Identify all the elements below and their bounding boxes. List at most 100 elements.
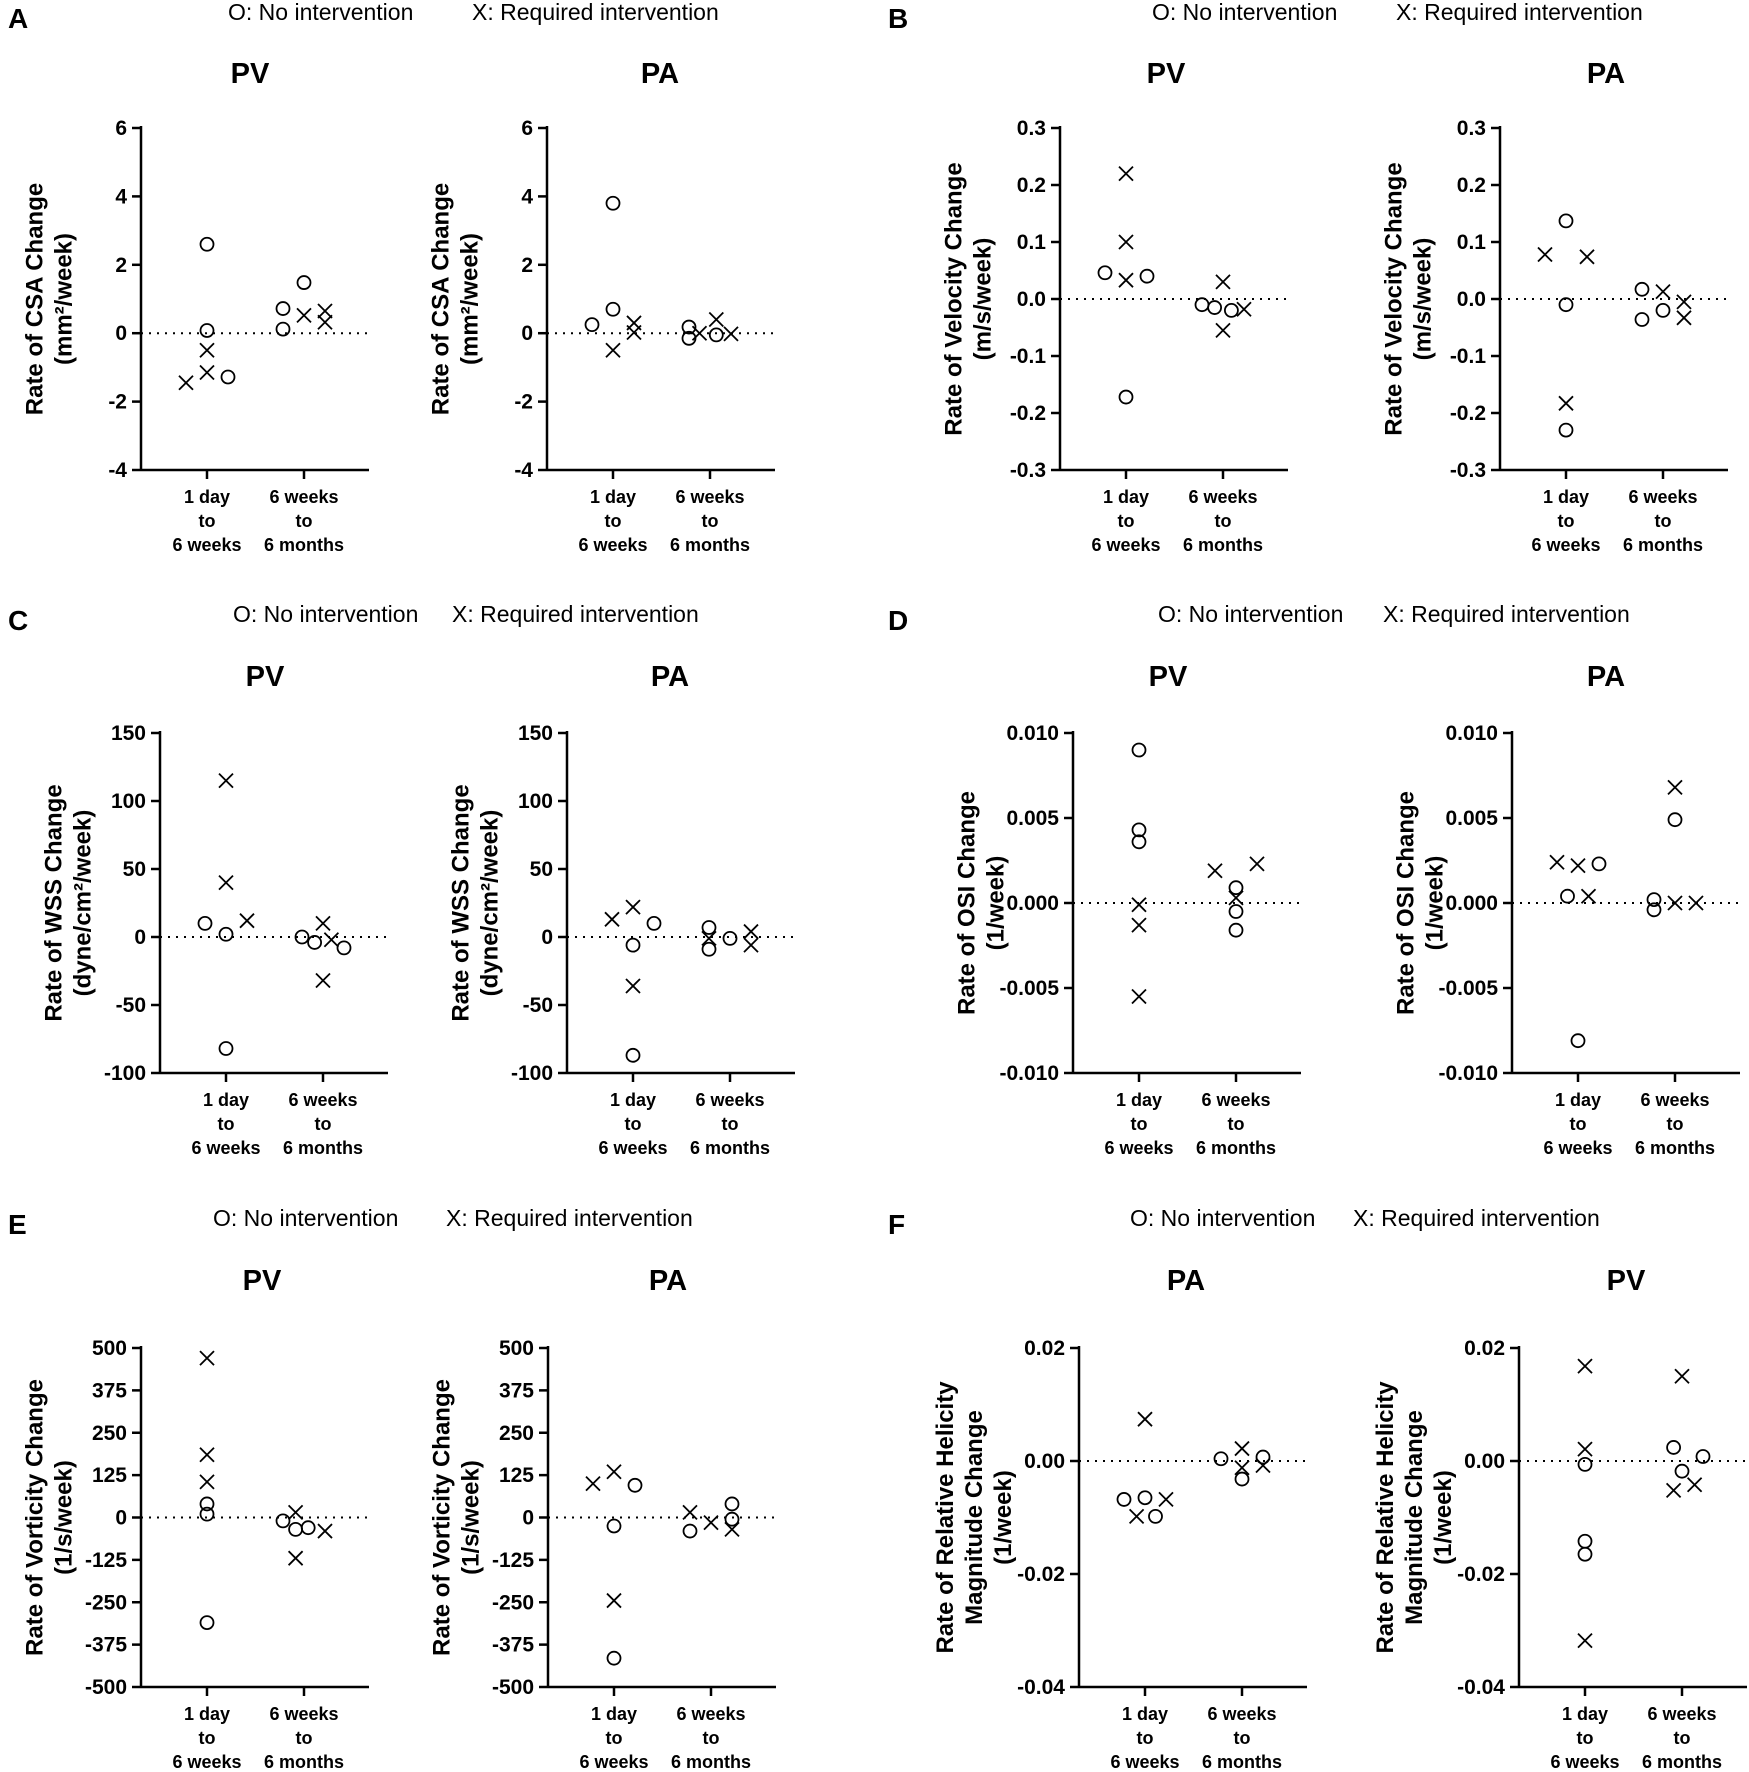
y-tick-label: 0.3 [1017, 117, 1046, 140]
y-tick-label: -4 [514, 459, 533, 482]
legend-required-intervention: X: Required intervention [452, 601, 699, 627]
x-category-label: 6 weeks [578, 535, 647, 555]
y-axis-label: Rate of OSI Change(1/week) [954, 791, 1010, 1015]
x-category-label: 6 weeks [1543, 1138, 1612, 1158]
x-category-label: 6 months [671, 1752, 751, 1772]
y-tick-label: 0.0 [1017, 288, 1046, 311]
point-required-intervention [1580, 888, 1597, 904]
point-required-intervention [1667, 779, 1683, 796]
x-category-label: 6 weeks [172, 535, 241, 555]
point-required-intervention [199, 1350, 215, 1366]
point-no-intervention [1148, 1508, 1163, 1524]
point-required-intervention [1131, 917, 1147, 933]
y-tick-label: 0.010 [1445, 722, 1498, 745]
point-required-intervention [1577, 1633, 1593, 1649]
point-no-intervention [199, 323, 215, 338]
x-category-label: 6 weeks [269, 487, 338, 507]
y-tick-label: -4 [108, 459, 127, 482]
y-tick-label: -250 [492, 1591, 534, 1614]
point-required-intervention [315, 972, 331, 989]
y-tick-label: 0.005 [1006, 807, 1059, 830]
y-tick-label: 0.1 [1017, 231, 1047, 254]
y-tick-label: 375 [499, 1379, 534, 1402]
legend-required-intervention: X: Required intervention [1383, 601, 1630, 627]
plot-pv: PV 150 100 50 0 -50 -100 1 day to 6 weeks 6 weeks t… [41, 661, 388, 1158]
point-no-intervention [199, 1615, 215, 1630]
y-tick-label: -375 [492, 1634, 534, 1657]
plot-title: PV [1149, 661, 1188, 693]
x-category-label: to [218, 1114, 235, 1134]
x-category-label: 6 weeks [1647, 1704, 1716, 1724]
point-required-intervention [1249, 856, 1265, 872]
legend-no-intervention: O: No intervention [1158, 601, 1343, 627]
plot-pa: PA 0.02 0.00 -0.02 -0.04 1 day to 6 weeks 6 week… [932, 1265, 1307, 1772]
x-category-label: 6 weeks [288, 1090, 357, 1110]
point-no-intervention [1558, 422, 1574, 438]
panel-letter: E [8, 1209, 27, 1240]
x-category-label: to [722, 1114, 739, 1134]
x-category-label: to [1131, 1114, 1148, 1134]
y-tick-label: -100 [511, 1062, 553, 1085]
panel-e: E O: No intervention X: Required intervent… [8, 1205, 776, 1772]
point-no-intervention [1118, 389, 1134, 405]
legend-no-intervention: O: No intervention [1130, 1205, 1315, 1231]
y-tick-label: 250 [499, 1422, 534, 1445]
x-category-label: 6 weeks [1201, 1090, 1270, 1110]
y-axis-label-line: Rate of Relative Helicity [1372, 1381, 1399, 1654]
point-required-intervention [1686, 1477, 1703, 1493]
y-axis-label-line: (1/week) [1430, 1470, 1457, 1565]
x-category-label: to [296, 1728, 313, 1748]
x-category-label: 1 day [1122, 1704, 1168, 1724]
point-no-intervention [199, 1496, 215, 1512]
point-required-intervention [625, 899, 641, 915]
y-tick-label: 50 [530, 858, 553, 881]
point-required-intervention [1118, 234, 1134, 250]
point-required-intervention [178, 375, 194, 391]
y-axis-label: Rate of Relative HelicityMagnitude Chang… [1372, 1381, 1457, 1654]
point-required-intervention [1234, 1460, 1250, 1476]
point-no-intervention [1234, 1471, 1250, 1487]
point-no-intervention [1577, 1546, 1593, 1562]
y-axis-label-line: (m/s/week) [970, 238, 997, 361]
point-no-intervention [294, 929, 310, 945]
y-tick-label: 0 [134, 926, 146, 949]
plot-pv: PV 0.010 0.005 0.000 -0.005 -0.010 1 day to 6 we… [954, 661, 1301, 1158]
y-axis-label-line: (mm²/week) [51, 233, 78, 365]
x-category-label: 6 months [1642, 1752, 1722, 1772]
y-axis-label-line: Magnitude Change [961, 1410, 988, 1625]
plot-title: PV [231, 58, 270, 90]
point-no-intervention [1131, 822, 1147, 838]
plot-pv: PV 0.3 0.2 0.1 0.0 -0.1 -0.2 -0.3 1 day to 6 weeks… [941, 58, 1288, 555]
point-required-intervention [287, 1550, 304, 1566]
point-no-intervention [1646, 902, 1662, 918]
legend-no-intervention: O: No intervention [228, 0, 413, 25]
point-no-intervention [1255, 1449, 1271, 1465]
x-category-label: 6 weeks [1207, 1704, 1276, 1724]
point-no-intervention [627, 1477, 643, 1493]
x-category-label: to [1577, 1728, 1594, 1748]
y-tick-label: -0.3 [1450, 459, 1486, 482]
point-no-intervention [300, 1520, 316, 1536]
y-tick-label: 0.000 [1006, 892, 1059, 915]
x-category-label: 1 day [591, 1704, 637, 1724]
y-axis-label-line: (dyne/cm²/week) [477, 810, 504, 997]
point-required-intervention [606, 1592, 622, 1609]
point-required-intervention [604, 911, 620, 927]
y-axis-label-line: (m/s/week) [1410, 238, 1437, 361]
y-tick-label: -375 [85, 1634, 127, 1657]
y-tick-label: 500 [499, 1337, 534, 1360]
point-required-intervention [239, 913, 255, 929]
x-category-label: 6 weeks [1091, 535, 1160, 555]
y-tick-label: -0.2 [1450, 402, 1486, 425]
x-category-label: to [315, 1114, 332, 1134]
y-axis-label-line: Rate of WSS Change [41, 784, 68, 1021]
x-category-label: 6 weeks [676, 1704, 745, 1724]
y-tick-label: 0 [115, 1507, 127, 1530]
plot-pa: PA 0.3 0.2 0.1 0.0 -0.1 -0.2 -0.3 1 day to 6 weeks… [1381, 58, 1728, 555]
point-no-intervention [682, 1523, 698, 1539]
x-category-label: to [1137, 1728, 1154, 1748]
point-no-intervention [1097, 265, 1113, 281]
x-category-label: to [1228, 1114, 1245, 1134]
point-required-intervention [1137, 1411, 1153, 1427]
point-required-intervention [1655, 283, 1671, 300]
